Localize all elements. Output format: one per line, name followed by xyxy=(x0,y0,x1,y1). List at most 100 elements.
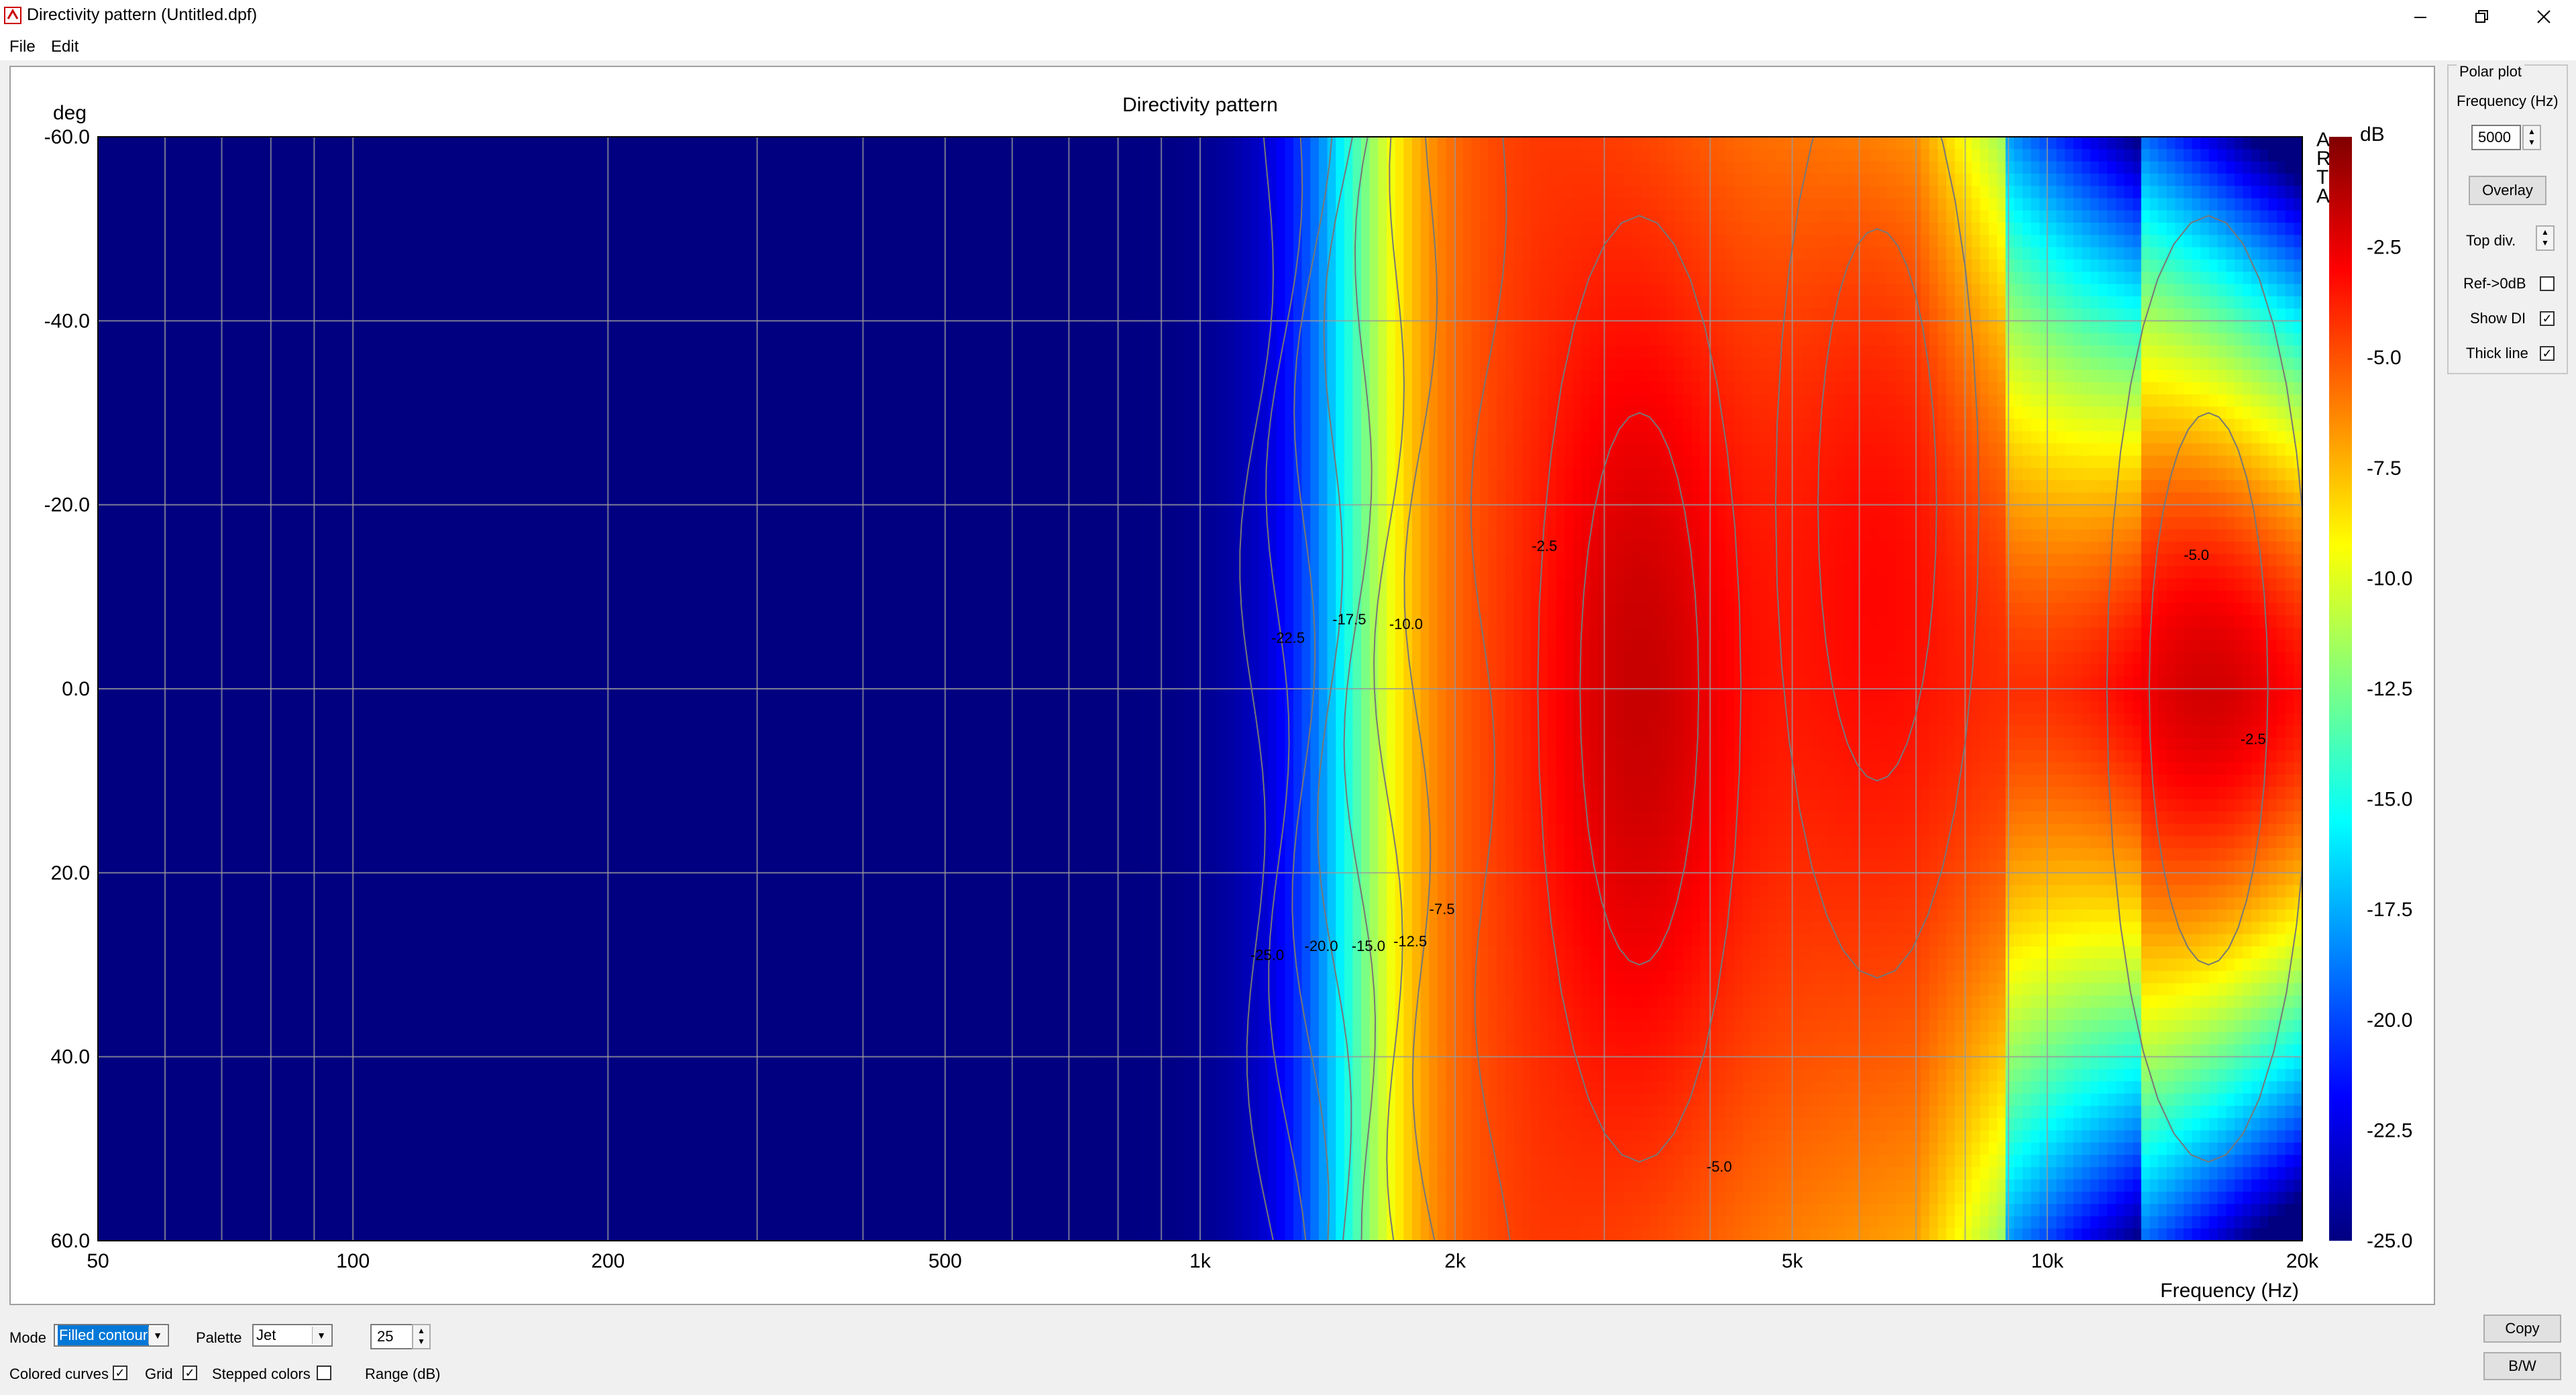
heat-cell xyxy=(115,554,123,567)
heat-cell xyxy=(182,578,191,591)
heat-cell xyxy=(191,1155,200,1168)
heat-cell xyxy=(191,431,200,444)
heat-cell xyxy=(225,897,234,910)
heat-cell xyxy=(496,1229,505,1241)
heat-cell xyxy=(462,615,471,628)
heat-cell xyxy=(462,995,471,1008)
heat-cell xyxy=(412,689,421,702)
heat-cell xyxy=(361,394,370,407)
heat-cell xyxy=(480,345,488,358)
heat-cell xyxy=(174,529,183,542)
heat-cell xyxy=(132,309,141,321)
heat-cell xyxy=(445,1094,454,1107)
heat-cell xyxy=(564,211,573,223)
heat-cell xyxy=(174,983,183,996)
heat-cell xyxy=(429,799,437,812)
heat-cell xyxy=(454,628,463,640)
heat-cell xyxy=(522,1204,531,1217)
heat-cell xyxy=(268,860,276,873)
heat-cell xyxy=(513,223,522,235)
close-button[interactable] xyxy=(2513,0,2575,34)
heat-cell xyxy=(369,591,378,604)
heat-cell xyxy=(378,406,386,419)
restore-button[interactable] xyxy=(2451,0,2513,34)
heat-cell xyxy=(369,664,378,677)
menu-file[interactable]: File xyxy=(9,38,36,56)
heat-cell xyxy=(394,775,403,787)
heat-cell xyxy=(191,1081,200,1094)
heat-cell xyxy=(115,824,123,836)
heat-cell xyxy=(225,689,234,702)
heat-cell xyxy=(327,382,335,395)
heat-cell xyxy=(191,578,200,591)
heat-cell xyxy=(412,860,421,873)
heat-cell xyxy=(166,750,174,763)
heat-cell xyxy=(352,763,361,775)
heat-cell xyxy=(182,162,191,174)
heat-cell xyxy=(564,174,573,186)
heat-cell xyxy=(344,578,353,591)
heat-cell xyxy=(361,370,370,382)
heat-cell xyxy=(174,174,183,186)
minimize-button[interactable] xyxy=(2390,0,2451,34)
heat-cell xyxy=(132,345,141,358)
heat-cell xyxy=(522,1143,531,1156)
heat-cell xyxy=(513,345,522,358)
heat-cell xyxy=(319,247,327,260)
heat-cell xyxy=(132,517,141,530)
heat-cell xyxy=(284,419,293,432)
directivity-chart[interactable]: Directivity pattern deg -22.5-17.5 -10.0-… xyxy=(11,67,2434,1304)
heat-cell xyxy=(462,260,471,272)
heat-cell xyxy=(513,1229,522,1241)
heat-cell xyxy=(378,836,386,848)
heat-cell xyxy=(412,345,421,358)
heat-cell xyxy=(454,480,463,493)
heat-cell xyxy=(496,848,505,861)
heat-cell xyxy=(259,1118,268,1131)
heat-cell xyxy=(335,1192,344,1205)
heat-cell xyxy=(480,480,488,493)
heat-cell xyxy=(166,296,174,309)
heat-cell xyxy=(132,333,141,346)
heat-cell xyxy=(564,480,573,493)
heat-cell xyxy=(420,1130,429,1143)
heat-cell xyxy=(462,1032,471,1045)
heat-cell xyxy=(488,235,496,247)
heat-cell xyxy=(284,357,293,370)
heat-cell xyxy=(522,677,531,689)
heat-cell xyxy=(369,714,378,726)
heat-cell xyxy=(208,480,217,493)
heat-cell xyxy=(488,1180,496,1192)
heat-cell xyxy=(480,321,488,333)
heat-cell xyxy=(555,971,564,984)
menu-edit[interactable]: Edit xyxy=(51,38,78,56)
heat-cell xyxy=(488,995,496,1008)
heat-cell xyxy=(462,1204,471,1217)
heat-cell xyxy=(522,235,531,247)
heat-cell xyxy=(361,419,370,432)
heat-cell xyxy=(191,971,200,984)
heat-cell xyxy=(208,812,217,824)
heat-cell xyxy=(225,664,234,677)
heat-cell xyxy=(335,958,344,971)
heat-cell xyxy=(301,1155,310,1168)
heat-cell xyxy=(327,260,335,272)
heat-cell xyxy=(182,198,191,211)
heat-cell xyxy=(471,357,480,370)
heat-cell xyxy=(98,443,107,456)
heat-cell xyxy=(394,505,403,518)
heat-cell xyxy=(335,566,344,579)
heat-cell xyxy=(293,763,302,775)
heat-cell xyxy=(420,664,429,677)
heat-cell xyxy=(174,701,183,714)
heat-cell xyxy=(301,995,310,1008)
heat-cell xyxy=(166,701,174,714)
heat-cell xyxy=(480,1229,488,1241)
heat-cell xyxy=(555,1094,564,1107)
heat-cell xyxy=(200,1094,209,1107)
heat-cell xyxy=(115,406,123,419)
heat-cell xyxy=(344,628,353,640)
heat-cell xyxy=(378,909,386,922)
heat-cell xyxy=(191,726,200,738)
heat-cell xyxy=(174,1167,183,1180)
